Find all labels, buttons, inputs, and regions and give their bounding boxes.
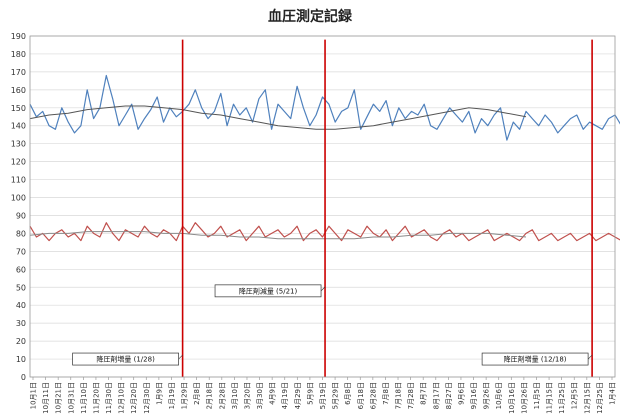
y-tick-label: 170 (11, 68, 26, 77)
y-tick-label: 10 (16, 355, 26, 364)
x-tick-label: 12月20日 (130, 382, 138, 414)
x-tick-label: 5月29日 (332, 382, 340, 409)
x-tick-label: 7月18日 (395, 382, 403, 409)
y-axis-ticks: 0 10 20 30 40 50 60 70 80 90 100 110 120 130 140 150 160… (11, 32, 26, 382)
x-tick-label: 1月4日 (609, 382, 617, 405)
event-leader-2 (587, 354, 593, 360)
x-tick-label: 10月1日 (30, 382, 38, 409)
trend-line-2 (29, 105, 527, 130)
x-tick-label: 4月9日 (269, 382, 277, 405)
x-tick-label: 11月10日 (80, 382, 88, 414)
event-leader-0 (178, 354, 183, 360)
x-tick-label: 4月19日 (281, 382, 289, 409)
y-tick-label: 150 (11, 104, 26, 113)
event-label-0: 降圧剤増量 (1/28) (96, 355, 155, 364)
y-tick-label: 90 (16, 211, 26, 220)
x-tick-label: 10月26日 (520, 382, 528, 414)
y-tick-label: 140 (11, 122, 26, 131)
x-tick-label: 2月8日 (193, 382, 201, 405)
x-tick-label: 1月19日 (168, 382, 176, 409)
x-tick-label: 12月15日 (583, 382, 591, 414)
x-tick-label: 7月8日 (382, 382, 390, 405)
x-tick-label: 9月6日 (457, 382, 465, 405)
event-label-box-1 (214, 284, 322, 298)
chart-title: 血圧測定記録 (268, 8, 353, 25)
y-tick-label: 130 (11, 140, 26, 149)
x-tick-label: 8月7日 (420, 382, 428, 405)
x-tick-label: 10月6日 (495, 382, 503, 409)
y-tick-label: 20 (16, 337, 26, 346)
x-tick-label: 1月9日 (155, 382, 163, 405)
x-axis-ticks: 10月1日 10月11日 10月21日 10月31日 11月10日 11月20日 11月30… (30, 377, 617, 414)
x-tick-label: 6月18日 (357, 382, 365, 409)
event-label-box-2 (481, 352, 589, 366)
x-tick-label: 9月26日 (483, 382, 491, 409)
y-tick-label: 70 (16, 247, 26, 256)
events-layer: 降圧剤増量 (1/28) 降圧剤減量 (5/21) 降圧剤増量 (12/18) (72, 39, 593, 377)
x-tick-label: 7月28日 (407, 382, 415, 409)
x-tick-label: 8月27日 (445, 382, 453, 409)
x-tick-label: 1月29日 (181, 382, 189, 409)
event-label-box-0 (72, 352, 179, 366)
y-tick-label: 120 (11, 158, 26, 167)
x-tick-label: 4月29日 (294, 382, 302, 409)
x-tick-label: 3月30日 (256, 382, 264, 409)
x-tick-label: 9月16日 (470, 382, 478, 409)
x-tick-label: 12月10日 (118, 382, 126, 414)
x-tick-label: 11月20日 (92, 382, 100, 414)
plot-frame (29, 35, 616, 378)
event-leader-1 (320, 286, 326, 292)
series-layer (29, 74, 620, 242)
x-tick-label: 12月25日 (596, 382, 604, 414)
x-tick-label: 10月16日 (508, 382, 516, 414)
x-tick-label: 6月28日 (369, 382, 377, 409)
y-tick-label: 0 (21, 373, 26, 382)
y-tick-label: 160 (11, 86, 26, 95)
event-label-2: 降圧剤増量 (12/18) (504, 355, 567, 364)
x-tick-label: 10月31日 (67, 382, 75, 414)
y-tick-label: 190 (11, 32, 26, 41)
x-tick-label: 11月30日 (105, 382, 113, 414)
x-tick-label: 11月15日 (546, 382, 554, 414)
y-tick-label: 60 (16, 265, 26, 274)
x-tick-label: 11月5日 (533, 382, 541, 409)
x-tick-label: 2月28日 (218, 382, 226, 409)
x-tick-label: 5月9日 (306, 382, 314, 405)
x-tick-label: 10月11日 (42, 382, 50, 414)
y-tick-label: 80 (16, 229, 26, 238)
y-tick-label: 30 (16, 319, 26, 328)
x-tick-label: 12月5日 (571, 382, 579, 409)
x-tick-label: 10月21日 (55, 382, 63, 414)
y-tick-label: 180 (11, 50, 26, 59)
event-label-1: 降圧剤減量 (5/21) (239, 286, 298, 295)
trend-line-3 (29, 231, 527, 240)
x-tick-label: 3月10日 (231, 382, 239, 409)
y-tick-label: 40 (16, 301, 26, 310)
y-tick-label: 50 (16, 283, 26, 292)
x-tick-label: 3月20日 (243, 382, 251, 409)
series-line-0 (29, 74, 620, 141)
x-tick-label: 2月18日 (206, 382, 214, 409)
y-tick-label: 100 (11, 194, 26, 203)
series-line-1 (29, 222, 620, 242)
x-tick-label: 11月25日 (558, 382, 566, 414)
y-tick-label: 110 (11, 176, 26, 185)
x-tick-label: 6月8日 (344, 382, 352, 405)
x-tick-label: 5月19日 (319, 382, 327, 409)
x-tick-label: 8月17日 (432, 382, 440, 409)
x-tick-label: 12月30日 (143, 382, 151, 414)
